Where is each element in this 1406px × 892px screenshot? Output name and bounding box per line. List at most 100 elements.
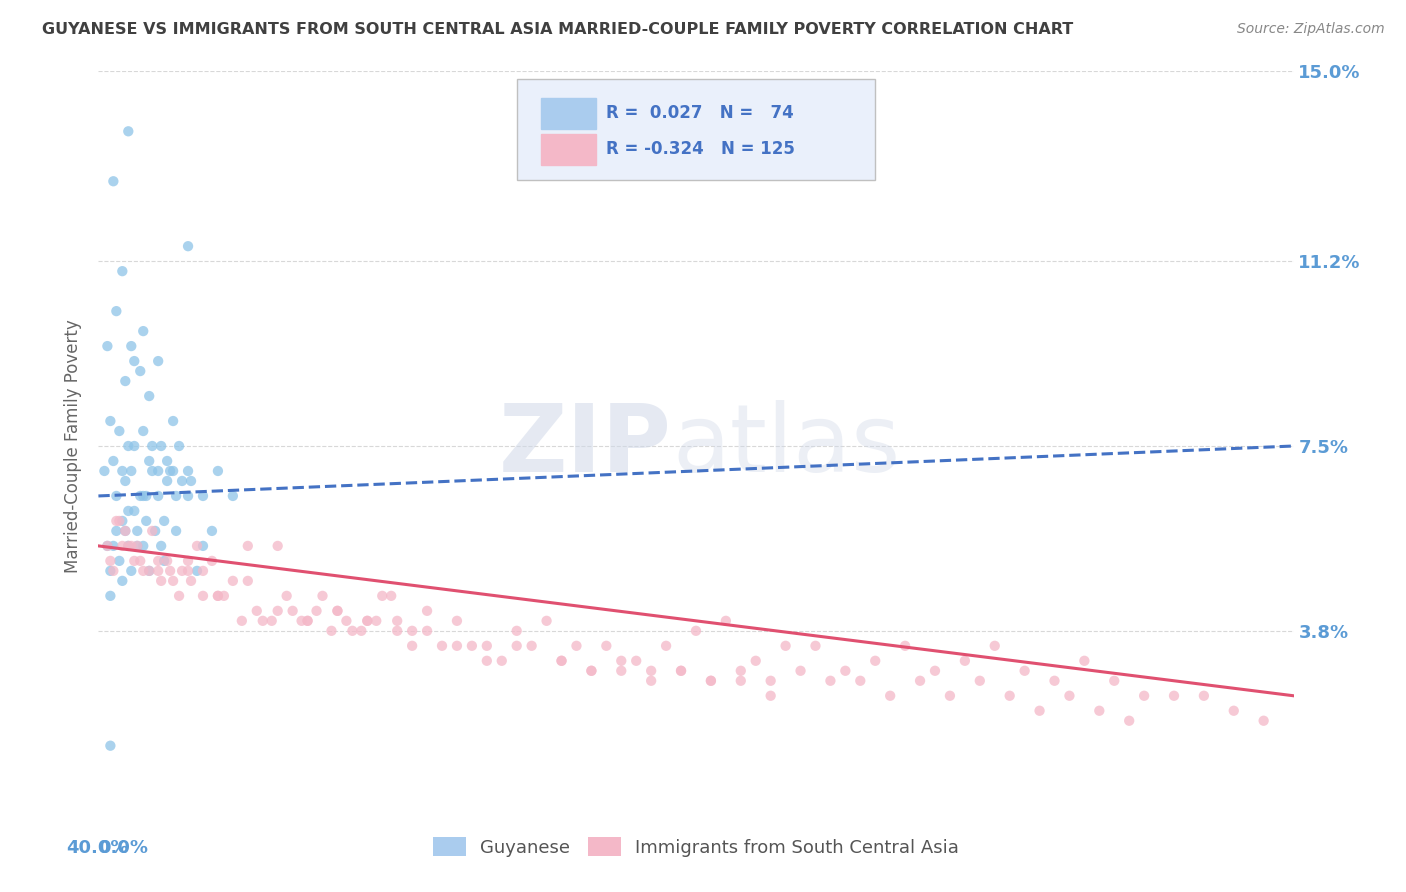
Text: GUYANESE VS IMMIGRANTS FROM SOUTH CENTRAL ASIA MARRIED-COUPLE FAMILY POVERTY COR: GUYANESE VS IMMIGRANTS FROM SOUTH CENTRA… — [42, 22, 1073, 37]
Point — [380, 589, 402, 603]
Point — [180, 474, 202, 488]
Point — [640, 664, 662, 678]
Point — [222, 574, 245, 588]
Point — [416, 604, 439, 618]
Point — [401, 639, 423, 653]
Point — [297, 614, 319, 628]
Point — [1073, 654, 1095, 668]
Text: R = -0.324   N = 125: R = -0.324 N = 125 — [606, 140, 796, 158]
Point — [342, 624, 364, 638]
Point — [714, 614, 737, 628]
Point — [167, 589, 190, 603]
Point — [141, 439, 163, 453]
Text: 40.0%: 40.0% — [66, 839, 128, 857]
Point — [207, 589, 229, 603]
Text: Source: ZipAtlas.com: Source: ZipAtlas.com — [1237, 22, 1385, 37]
Point — [267, 604, 290, 618]
Point — [236, 539, 259, 553]
Point — [191, 539, 214, 553]
Point — [1059, 689, 1081, 703]
Point — [820, 673, 842, 688]
Point — [120, 464, 142, 478]
Point — [103, 539, 125, 553]
Point — [153, 554, 176, 568]
Point — [212, 589, 235, 603]
Point — [167, 439, 190, 453]
Point — [745, 654, 768, 668]
Point — [148, 489, 170, 503]
Point — [506, 624, 529, 638]
Point — [138, 564, 160, 578]
Point — [143, 524, 166, 538]
Point — [150, 539, 173, 553]
Point — [461, 639, 484, 653]
Point — [148, 554, 170, 568]
Point — [969, 673, 991, 688]
Point — [356, 614, 378, 628]
Point — [124, 554, 146, 568]
Point — [1163, 689, 1185, 703]
Point — [730, 664, 752, 678]
Point — [865, 654, 887, 668]
Point — [177, 489, 200, 503]
Point — [366, 614, 388, 628]
Point — [98, 414, 122, 428]
Point — [610, 654, 633, 668]
Point — [1088, 704, 1111, 718]
Point — [141, 464, 163, 478]
Point — [156, 554, 179, 568]
FancyBboxPatch shape — [541, 97, 596, 129]
Point — [416, 624, 439, 638]
Point — [536, 614, 558, 628]
Point — [1043, 673, 1066, 688]
Point — [124, 439, 146, 453]
Point — [520, 639, 543, 653]
Point — [297, 614, 319, 628]
Point — [162, 464, 184, 478]
Point — [129, 554, 152, 568]
Point — [132, 424, 155, 438]
Point — [117, 439, 139, 453]
Point — [186, 539, 208, 553]
Point — [475, 654, 498, 668]
Point — [908, 673, 931, 688]
Point — [105, 524, 128, 538]
Point — [124, 504, 146, 518]
FancyBboxPatch shape — [517, 78, 876, 180]
Point — [953, 654, 976, 668]
Point — [114, 374, 136, 388]
Point — [138, 454, 160, 468]
Point — [246, 604, 269, 618]
Point — [103, 174, 125, 188]
Point — [260, 614, 283, 628]
Point — [267, 539, 290, 553]
Point — [148, 564, 170, 578]
Point — [626, 654, 648, 668]
Point — [159, 564, 181, 578]
Point — [105, 489, 128, 503]
Point — [1223, 704, 1246, 718]
Point — [998, 689, 1021, 703]
Point — [581, 664, 603, 678]
Point — [879, 689, 901, 703]
Point — [103, 454, 125, 468]
Point — [153, 514, 176, 528]
Point — [1028, 704, 1050, 718]
Point — [565, 639, 588, 653]
Point — [834, 664, 856, 678]
Point — [127, 539, 149, 553]
Point — [98, 554, 122, 568]
Point — [132, 324, 155, 338]
Point — [191, 589, 214, 603]
Point — [120, 339, 142, 353]
Point — [138, 389, 160, 403]
Point — [669, 664, 692, 678]
Point — [385, 614, 409, 628]
Point — [135, 489, 157, 503]
Legend: Guyanese, Immigrants from South Central Asia: Guyanese, Immigrants from South Central … — [426, 830, 966, 864]
Point — [446, 614, 468, 628]
Point — [129, 489, 152, 503]
Point — [148, 354, 170, 368]
Point — [114, 524, 136, 538]
Point — [103, 564, 125, 578]
